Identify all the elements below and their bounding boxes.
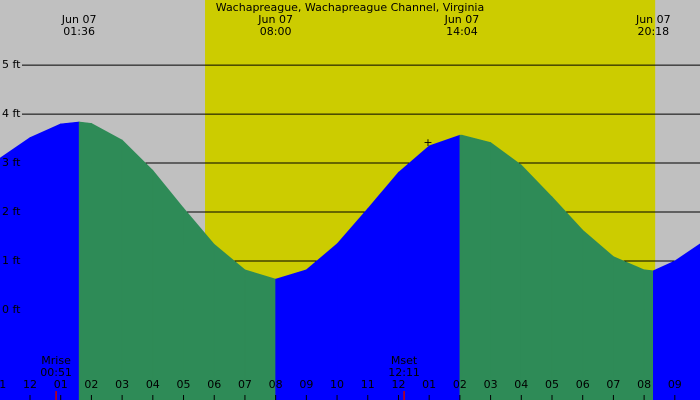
x-tick-label: 02	[84, 378, 98, 391]
tide-event-date: Jun 07	[635, 13, 671, 26]
x-tick-label: 09	[299, 378, 313, 391]
x-tick-label: 09	[668, 378, 682, 391]
tide-area	[91, 122, 123, 400]
moon-event-time: 12:11	[388, 366, 420, 379]
x-tick-label: 05	[545, 378, 559, 391]
x-tick-label: 03	[115, 378, 129, 391]
tide-event-time: 08:00	[260, 25, 292, 38]
x-tick-label: 02	[453, 378, 467, 391]
x-tick-label: 11	[361, 378, 375, 391]
tide-area	[121, 139, 154, 400]
x-tick-label: 05	[177, 378, 191, 391]
x-tick-label: 07	[606, 378, 620, 391]
label-layer: Wachapreague, Wachapreague Channel, Virg…	[0, 1, 682, 400]
moon-event-label: Mset	[391, 354, 418, 367]
tide-area	[78, 121, 92, 400]
tide-event-time: 20:18	[637, 25, 669, 38]
y-tick-label: 2 ft	[2, 205, 21, 218]
tide-area	[0, 137, 31, 400]
tide-event-date: Jun 07	[61, 13, 97, 26]
tide-area	[582, 229, 614, 400]
tide-area	[428, 134, 461, 400]
x-tick-label: 03	[484, 378, 498, 391]
x-tick-label: 08	[269, 378, 283, 391]
tide-event-time: 14:04	[446, 25, 478, 38]
x-tick-label: 12	[391, 378, 405, 391]
tide-event-date: Jun 07	[257, 13, 293, 26]
tide-area	[459, 134, 463, 400]
x-tick-label: 06	[576, 378, 590, 391]
tide-area	[461, 134, 491, 400]
tide-area	[520, 164, 553, 400]
x-tick-label: 07	[238, 378, 252, 391]
x-tick-label: 06	[207, 378, 221, 391]
y-tick-label: 3 ft	[2, 156, 21, 169]
y-tick-label: 1 ft	[2, 254, 21, 267]
annotation: +	[423, 136, 432, 149]
x-tick-label: 04	[146, 378, 160, 391]
x-tick-label: 10	[330, 378, 344, 391]
x-tick-label: 01	[54, 378, 68, 391]
tide-area	[674, 243, 700, 400]
y-tick-label: 4 ft	[2, 107, 21, 120]
tide-event-time: 01:36	[63, 25, 95, 38]
moon-event-time: 00:51	[40, 366, 72, 379]
x-tick-label: 01	[422, 378, 436, 391]
tide-event-date: Jun 07	[444, 13, 480, 26]
tide-layer	[0, 121, 700, 400]
y-tick-label: 0 ft	[2, 303, 21, 316]
tide-area	[213, 243, 246, 400]
y-tick-label: 5 ft	[2, 58, 21, 71]
chart-title: Wachapreague, Wachapreague Channel, Virg…	[216, 1, 484, 14]
tide-area	[152, 169, 184, 400]
moon-event-label: Mrise	[41, 354, 71, 367]
x-tick-label: 08	[637, 378, 651, 391]
x-tick-label: 12	[23, 378, 37, 391]
tide-area	[490, 141, 522, 400]
x-tick-label: 04	[514, 378, 528, 391]
tide-area	[551, 196, 584, 400]
tide-area	[306, 243, 338, 400]
x-tick-label: 11	[0, 378, 6, 391]
